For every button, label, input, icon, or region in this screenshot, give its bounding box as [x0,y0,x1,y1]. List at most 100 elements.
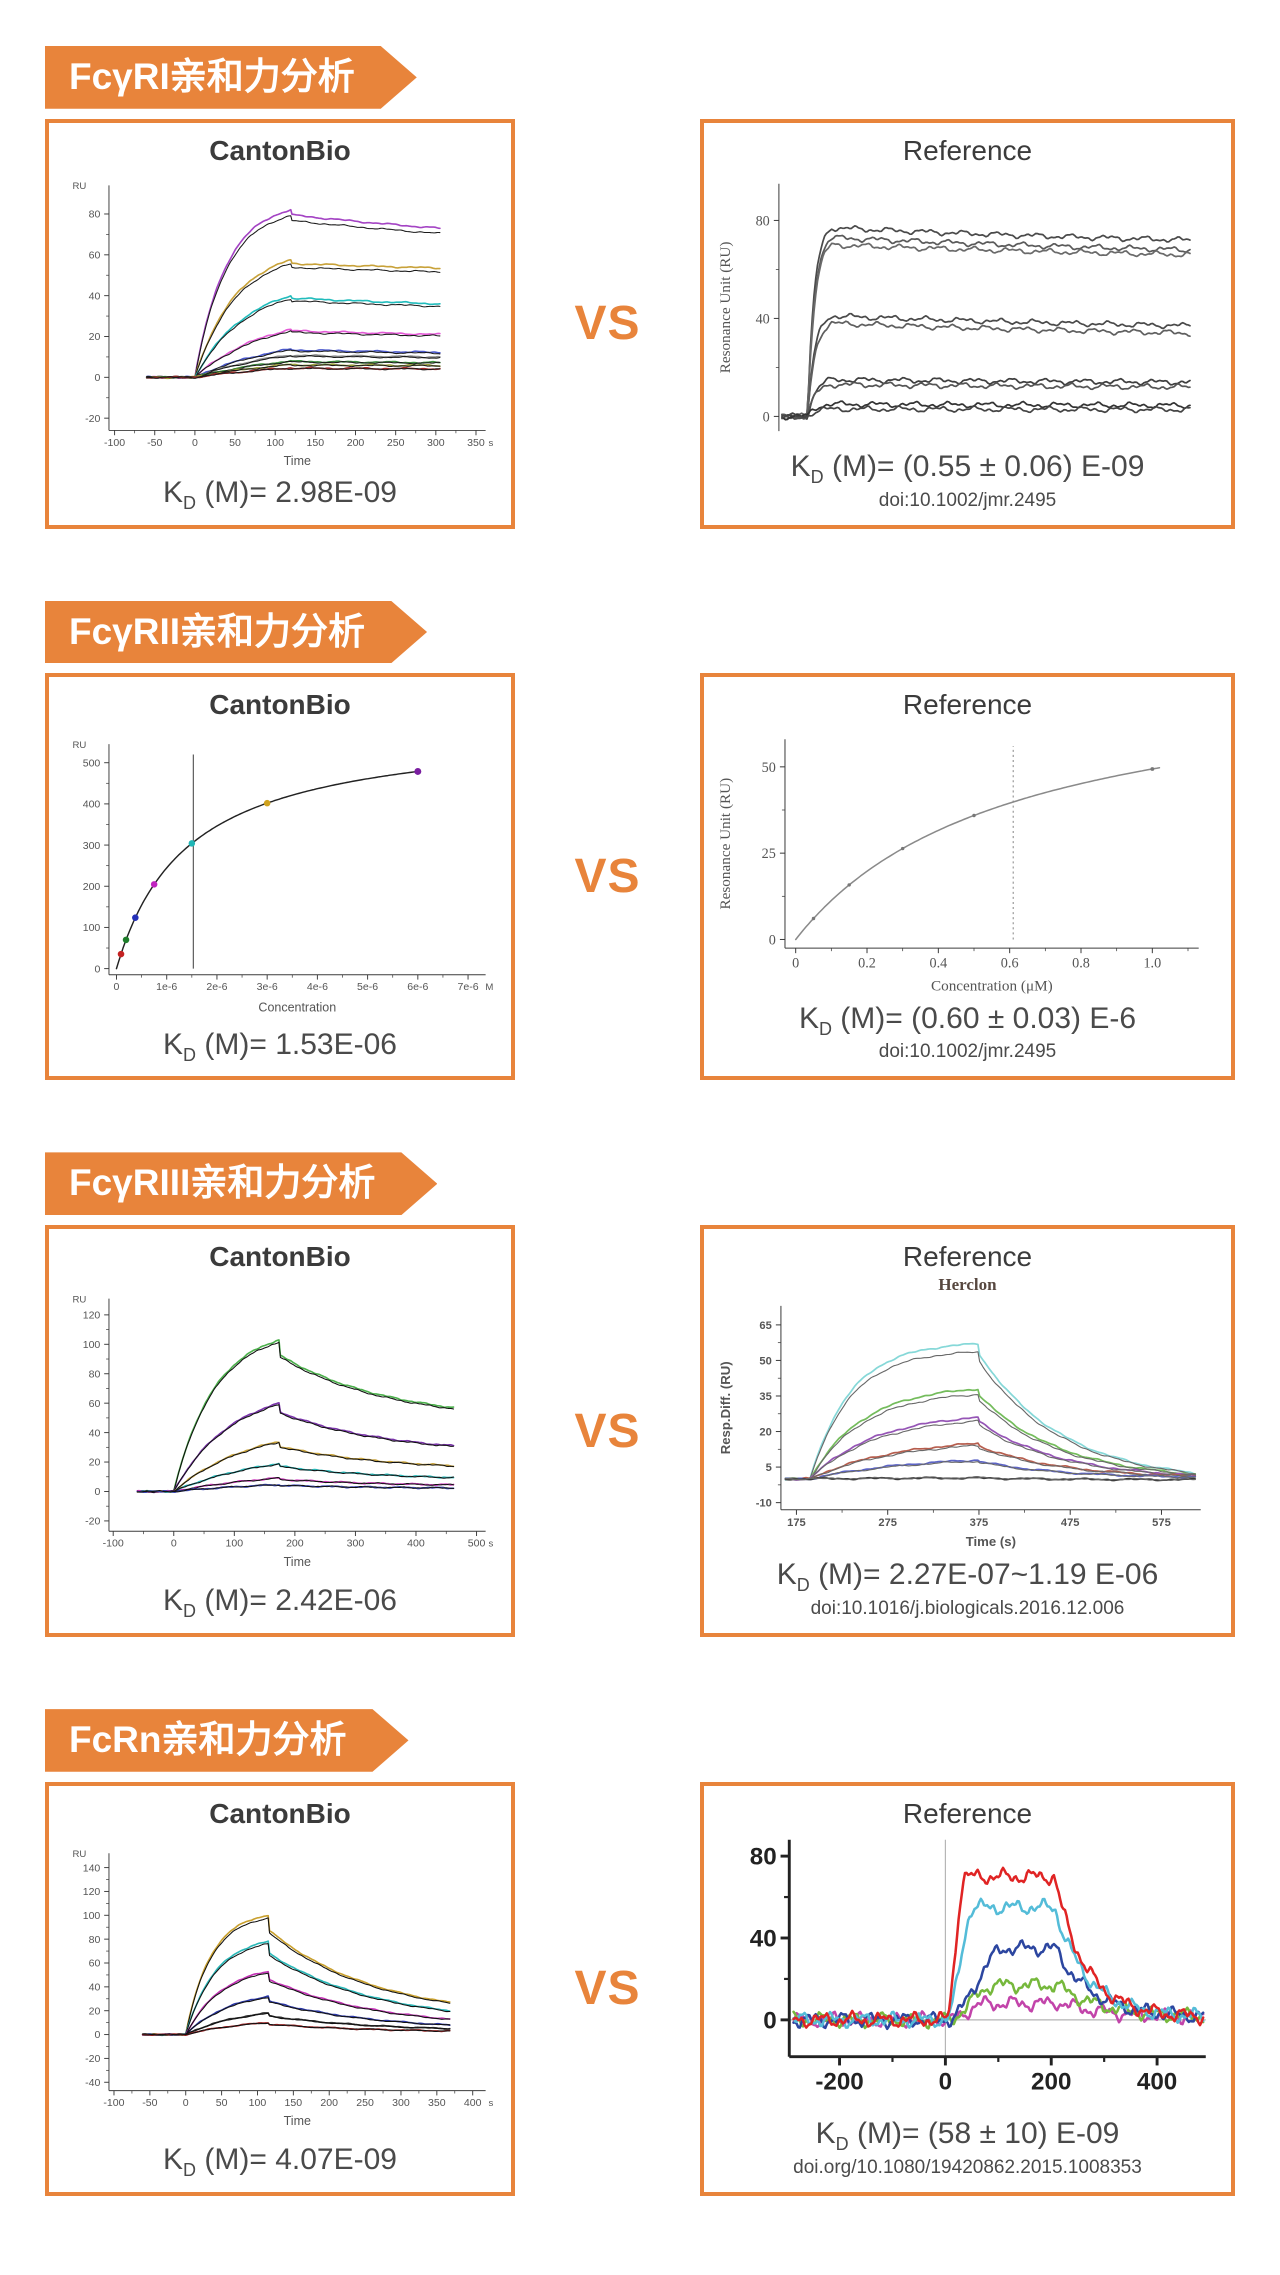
svg-text:400: 400 [1137,2069,1177,2096]
reference-panel: Reference Herclon 65 50 35 20 5 -10 175 275 375 4… [700,1225,1235,1638]
svg-text:40: 40 [750,1926,777,1953]
svg-text:400: 400 [464,2097,482,2109]
svg-text:0: 0 [94,1486,100,1498]
comparison-row: CantonBio 500 400 300 200 100 0 0 1e-6 2e-6 3e-6 4… [45,673,1235,1081]
section-fcgri: FcγRI亲和力分析 CantonBio 80 60 40 20 0 -20 -100 -50… [45,46,1235,529]
svg-text:s: s [489,1538,494,1549]
svg-text:100: 100 [226,1537,244,1549]
section-title: FcγRII亲和力分析 [69,610,366,652]
svg-text:Concentration (μM): Concentration (μM) [931,978,1053,995]
svg-text:50: 50 [762,760,776,776]
affinity-chart-fcgrii-cantonbio: 500 400 300 200 100 0 0 1e-6 2e-6 3e-6 4e-6 5e-6 6e-… [72,740,493,1014]
svg-text:150: 150 [285,2097,303,2109]
svg-text:4e-6: 4e-6 [307,981,328,993]
svg-text:350: 350 [467,437,485,449]
kd-symbol: K [163,2143,184,2177]
svg-text:20: 20 [89,2006,101,2018]
kd-number: (M)= (0.60 ± 0.03) E-6 [831,1001,1137,1035]
svg-text:350: 350 [428,2097,446,2109]
svg-text:475: 475 [1061,1517,1080,1529]
svg-text:-200: -200 [815,2069,863,2096]
svg-text:-100: -100 [103,1537,124,1549]
affinity-chart-fcgrii-reference: 50 25 00 0.2 0.4 0.6 0.8 1.0 Resonance Unit (RU)… [717,739,1199,995]
svg-text:0: 0 [94,372,100,384]
svg-text:2e-6: 2e-6 [206,981,227,993]
chart-area: 65 50 35 20 5 -10 175 275 375 475 575 Resp.Diff. (R… [714,1294,1221,1556]
svg-text:-50: -50 [142,2097,157,2109]
cantonbio-panel: CantonBio 140 120 100 80 60 40 20 0 -20 -40 -100 -5… [45,1781,515,2196]
svg-text:6e-6: 6e-6 [407,981,428,993]
vs-label: VS [574,297,641,351]
svg-text:20: 20 [759,1427,771,1439]
chart-area: 80 40 0 Resonance Unit (RU) [714,169,1221,448]
svg-text:40: 40 [89,1427,101,1439]
section-fcgriii: FcγRIII亲和力分析 CantonBio 120 100 80 60 40 20 0 -2… [45,1152,1235,1638]
section-fcgrii: FcγRII亲和力分析 CantonBio 500 400 300 200 100 0 0 1… [45,601,1235,1081]
svg-text:200: 200 [286,1537,304,1549]
kd-subscript: D [183,493,197,513]
svg-text:s: s [489,438,494,449]
svg-text:300: 300 [427,437,445,449]
chart-area: 80 60 40 20 0 -20 -100 -50 0 50 100 150 200 250 300 350… [59,169,501,474]
svg-text:5e-6: 5e-6 [357,981,378,993]
kd-symbol: K [163,1027,184,1061]
svg-text:Time: Time [284,454,311,468]
svg-text:80: 80 [750,1844,777,1871]
svg-text:200: 200 [1031,2069,1071,2096]
svg-text:RU: RU [72,740,86,751]
vs-label: VS [574,1404,641,1458]
svg-text:0: 0 [183,2097,189,2109]
panel-title: CantonBio [209,689,351,721]
svg-text:500: 500 [83,757,101,769]
kd-value: KD (M)= 2.42E-06 [59,1582,501,1625]
kd-value: KD (M)= 2.98E-09 [59,474,501,517]
kd-subscript: D [796,1575,810,1596]
svg-text:-20: -20 [85,1515,100,1527]
section-header-banner: FcγRII亲和力分析 [45,601,427,664]
svg-text:50: 50 [759,1356,771,1368]
svg-text:-100: -100 [103,2097,124,2109]
sensorgram-chart-fcgri-reference: 80 40 0 Resonance Unit (RU) [717,183,1191,432]
svg-text:60: 60 [89,250,101,262]
panel-title: CantonBio [209,1241,351,1273]
kd-subscript: D [835,2134,849,2155]
svg-text:0: 0 [192,437,198,449]
svg-text:250: 250 [356,2097,374,2109]
svg-text:RU: RU [72,1294,86,1305]
vs-label: VS [574,850,641,904]
svg-text:40: 40 [89,291,101,303]
kd-symbol: K [798,1001,819,1035]
kd-symbol: K [163,1584,184,1618]
svg-text:275: 275 [878,1517,897,1529]
comparison-row: CantonBio 80 60 40 20 0 -20 -100 -50 0 50 100 150 20… [45,118,1235,529]
svg-text:RU: RU [72,182,86,193]
panel-title: CantonBio [209,1797,351,1829]
svg-text:-100: -100 [104,437,125,449]
svg-text:100: 100 [83,1910,101,1922]
kd-subscript: D [183,1601,197,1622]
section-header-banner: FcγRIII亲和力分析 [45,1152,437,1215]
vs-label: VS [574,1962,641,2016]
svg-text:100: 100 [83,922,101,934]
svg-text:80: 80 [89,1368,101,1380]
svg-text:0: 0 [769,932,776,948]
sensorgram-chart-fcgriii-reference: 65 50 35 20 5 -10 175 275 375 475 575 Resp.Diff. (R… [718,1306,1201,1550]
svg-text:RU: RU [72,1849,86,1860]
svg-text:500: 500 [468,1537,486,1549]
svg-text:300: 300 [392,2097,410,2109]
kd-symbol: K [776,1558,797,1592]
svg-text:40: 40 [89,1982,101,1994]
svg-text:0: 0 [763,410,770,426]
comparison-row: CantonBio 140 120 100 80 60 40 20 0 -20 -40 -100 -5… [45,1781,1235,2196]
svg-text:20: 20 [89,1456,101,1468]
chart-area: 140 120 100 80 60 40 20 0 -20 -40 -100 -50 0 50 100 150… [59,1832,501,2141]
kd-number: (M)= 2.27E-07~1.19 E-06 [809,1558,1159,1592]
kd-value: KD (M)= 2.27E-07~1.19 E-06 [714,1556,1221,1599]
svg-text:200: 200 [347,437,365,449]
svg-text:0.6: 0.6 [1001,955,1019,971]
svg-text:0: 0 [114,981,120,993]
doi-citation: doi.org/10.1080/19420862.2015.1008353 [793,2156,1142,2178]
svg-text:80: 80 [89,1934,101,1946]
